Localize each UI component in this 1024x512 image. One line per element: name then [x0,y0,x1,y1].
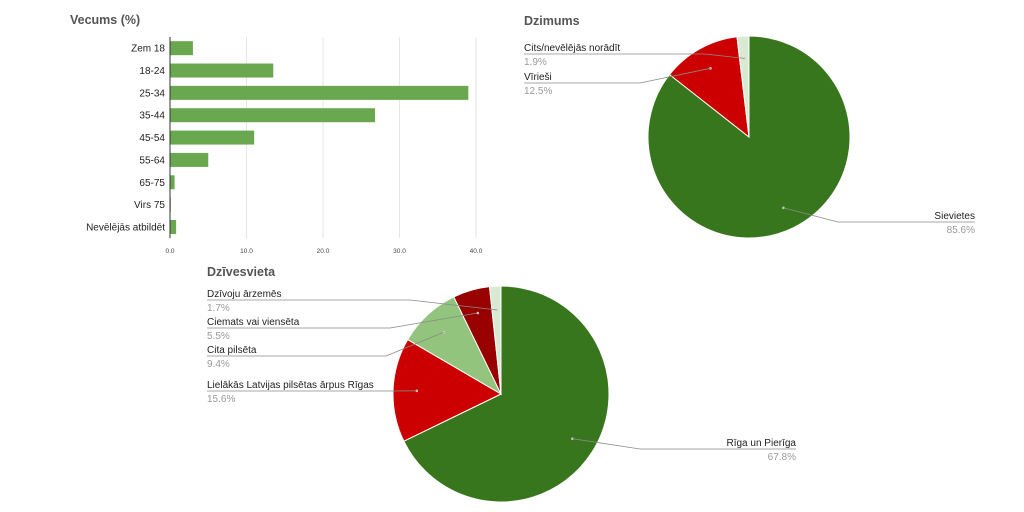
x-tick-label: 40.0 [470,248,483,255]
slice-percent: 85.6% [947,225,975,236]
slice-percent: 9.4% [207,359,230,370]
slice-percent: 12.5% [524,86,552,97]
category-label: 65-75 [139,178,165,189]
slice-percent: 67.8% [768,452,796,463]
pie-slice [403,285,610,503]
pie-title: Dzīvesvieta [207,265,276,279]
bar [170,152,209,167]
bar [170,175,175,190]
x-tick-label: 20.0 [317,248,330,255]
category-label: 45-54 [139,133,165,144]
slice-label: Ciemats vai viensēta [207,317,300,328]
leader-line [524,53,745,59]
residence-pie-chart: Dzīvesvieta Rīga un Pierīga 67.8% Lielākās … [207,265,797,503]
bar [170,219,177,234]
leader-dot [495,308,498,312]
age-bar-chart: Vecums (%) 0.0 10.0 20.0 30.0 40.0 Zem 18 18-24… [70,13,483,255]
pie-slice [488,285,502,395]
category-label: 35-44 [139,111,165,122]
pie-slice [392,338,503,442]
bar [170,108,376,123]
leader-line [572,438,796,450]
slice-label: Vīrieši [524,72,552,83]
bar [170,130,255,145]
leader-dot [476,311,480,315]
slice-label: Lielākās Latvijas pilsētas ārpus Rīgas [207,380,374,391]
x-tick-label: 30.0 [393,248,406,255]
slice-label: Rīga un Pierīga [727,438,797,449]
bar [170,41,193,56]
bar [170,85,469,100]
slice-label: Sievietes [934,211,975,222]
gender-pie-chart: Dzimums Sievietes 85.6% Vīrieši 12.5% Cits/ne… [524,14,975,239]
leader-line [207,312,478,329]
category-label: 18-24 [139,66,165,77]
slice-percent: 1.9% [524,57,547,68]
slice-label: Cits/nevēlējās norādīt [524,43,620,54]
category-label: Zem 18 [131,44,165,55]
pie-slice [668,36,750,139]
slice-label: Dzīvoju ārzemēs [207,289,281,300]
category-label: 55-64 [139,155,165,166]
leader-line [524,67,711,84]
leader-dot [415,389,419,393]
x-tick-label: 0.0 [165,248,174,255]
leader-line [207,331,444,357]
category-label: Virs 75 [134,200,165,211]
leader-line [783,207,975,223]
bar-chart-title: Vecums (%) [70,13,140,27]
pie-title: Dzimums [524,14,580,28]
slice-percent: 15.6% [207,394,235,405]
pie-slice [736,35,750,138]
slice-label: Cita pilsēta [207,345,257,356]
category-label: 25-34 [139,88,165,99]
slice-percent: 5.5% [207,331,230,342]
bar [170,63,274,78]
x-tick-label: 10.0 [240,248,253,255]
leader-line [207,299,497,311]
slice-percent: 1.7% [207,303,230,314]
category-label: Nevēlējās atbildēt [86,222,165,233]
